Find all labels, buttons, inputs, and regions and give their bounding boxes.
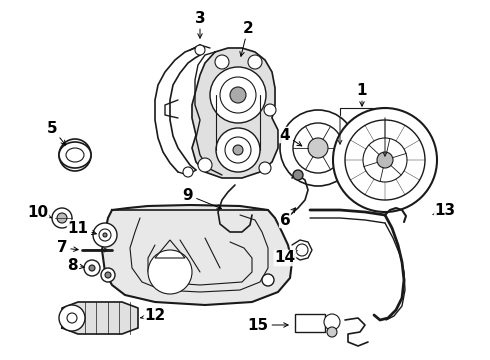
Bar <box>295 314 325 332</box>
Circle shape <box>148 250 192 294</box>
Circle shape <box>327 327 337 337</box>
Text: 4: 4 <box>280 127 302 146</box>
Polygon shape <box>62 302 138 334</box>
Text: 12: 12 <box>141 307 166 323</box>
Ellipse shape <box>66 148 84 162</box>
Text: 14: 14 <box>274 251 297 266</box>
Circle shape <box>233 145 243 155</box>
Text: 5: 5 <box>47 121 66 145</box>
Circle shape <box>293 123 343 173</box>
Circle shape <box>105 272 111 278</box>
Circle shape <box>264 104 276 116</box>
Circle shape <box>262 274 274 286</box>
Circle shape <box>84 260 100 276</box>
Text: 13: 13 <box>433 202 456 217</box>
Ellipse shape <box>59 142 91 168</box>
Circle shape <box>59 305 85 331</box>
Circle shape <box>345 120 425 200</box>
Circle shape <box>57 213 67 223</box>
Circle shape <box>195 45 205 55</box>
Circle shape <box>198 158 212 172</box>
Circle shape <box>259 162 271 174</box>
Circle shape <box>93 223 117 247</box>
Circle shape <box>363 138 407 182</box>
Circle shape <box>248 55 262 69</box>
Circle shape <box>52 208 72 228</box>
Text: 1: 1 <box>357 82 367 106</box>
Text: 11: 11 <box>68 220 97 235</box>
Circle shape <box>59 139 91 171</box>
Text: 10: 10 <box>27 204 52 220</box>
Circle shape <box>280 110 356 186</box>
Circle shape <box>225 137 251 163</box>
Text: 15: 15 <box>247 318 288 333</box>
Circle shape <box>67 313 77 323</box>
Circle shape <box>99 229 111 241</box>
Polygon shape <box>102 205 292 305</box>
Circle shape <box>324 314 340 330</box>
Circle shape <box>296 244 308 256</box>
Circle shape <box>210 67 266 123</box>
Polygon shape <box>192 48 278 178</box>
Circle shape <box>103 233 107 237</box>
Circle shape <box>101 268 115 282</box>
Circle shape <box>67 147 83 163</box>
Text: 7: 7 <box>57 240 78 256</box>
Text: 8: 8 <box>67 257 84 273</box>
Text: 9: 9 <box>183 188 221 209</box>
Text: 2: 2 <box>240 21 253 56</box>
Circle shape <box>220 77 256 113</box>
Circle shape <box>183 167 193 177</box>
Circle shape <box>89 265 95 271</box>
Circle shape <box>230 87 246 103</box>
Text: 3: 3 <box>195 10 205 38</box>
Text: 6: 6 <box>280 208 295 228</box>
Circle shape <box>216 128 260 172</box>
Circle shape <box>308 138 328 158</box>
Circle shape <box>293 170 303 180</box>
Circle shape <box>377 152 393 168</box>
Circle shape <box>215 55 229 69</box>
Circle shape <box>333 108 437 212</box>
